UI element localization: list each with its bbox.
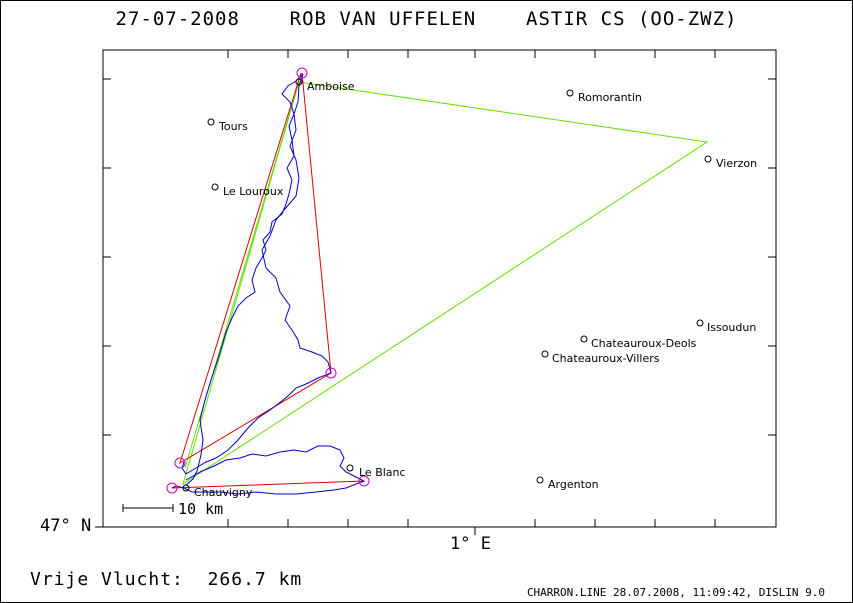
place-marker-le-blanc [346, 464, 354, 472]
glider-type: ASTIR CS (OO-ZWZ) [526, 8, 738, 30]
scale-bar [122, 504, 174, 512]
footer-date: 28.07.2008 [613, 586, 680, 599]
place-label-le-blanc: Le Blanc [359, 466, 406, 479]
place-label-romorantin: Romorantin [578, 91, 642, 104]
place-label-chateauroux-deols: Chateauroux-Deols [591, 337, 697, 350]
turnpoint-marker-east [325, 367, 337, 379]
footer-software: DISLIN 9.0 [758, 586, 825, 599]
place-marker-issoudun [696, 319, 704, 327]
place-marker-chauvigny [182, 484, 190, 492]
place-label-amboise: Amboise [307, 80, 355, 93]
place-marker-vierzon [704, 155, 712, 163]
footer-file: CHARRON.LINE [526, 586, 607, 599]
flight-track-south-return [181, 73, 332, 475]
flight-title: 27-07-2008 ROB VAN UFFELEN ASTIR CS (OO-… [0, 8, 853, 30]
footer-time: 11:09:42 [692, 586, 746, 599]
place-label-tours: Tours [218, 120, 248, 133]
turnpoint-marker-amboise [296, 67, 308, 79]
place-label-le-louroux: Le Louroux [223, 185, 284, 198]
free-flight-label: Vrije Vlucht: [30, 569, 184, 590]
scale-bar-label: 10 km [178, 500, 224, 518]
turnpoint-markers [166, 67, 370, 494]
place-marker-le-louroux [211, 183, 219, 191]
free-flight-triangle [179, 72, 332, 465]
place-label-issoudun: Issoudun [707, 321, 756, 334]
free-flight-distance: 266.7 km [207, 569, 303, 590]
place-marker-chateauroux-deols [580, 335, 588, 343]
flight-date: 27-07-2008 [115, 8, 240, 30]
turnpoint-marker-start [166, 482, 178, 494]
longitude-label: 1° E [450, 534, 491, 554]
place-label-chateauroux-villers: Chateauroux-Villers [552, 352, 660, 365]
turnpoint-marker-le-blanc [358, 475, 370, 487]
place-marker-argenton [536, 476, 544, 484]
map-frame [102, 49, 777, 528]
place-marker-amboise [295, 78, 303, 86]
declared-task-triangle [182, 81, 709, 486]
place-label-argenton: Argenton [548, 478, 599, 491]
place-marker-romorantin [566, 89, 574, 97]
place-label-vierzon: Vierzon [716, 157, 757, 170]
footer-info: CHARRON.LINE 28.07.2008, 11:09:42, DISLI… [526, 586, 825, 599]
place-label-chauvigny: Chauvigny [194, 486, 253, 499]
turnpoint-marker-southwest [174, 457, 186, 469]
place-marker-tours [207, 118, 215, 126]
axis-ticks [95, 50, 776, 535]
pilot-name: ROB VAN UFFELEN [289, 8, 477, 30]
free-flight-summary: Vrije Vlucht: 266.7 km [30, 569, 302, 590]
place-markers [182, 78, 712, 492]
latitude-label: 47° N [40, 516, 92, 536]
place-marker-chateauroux-villers [541, 350, 549, 358]
free-flight-south-leg [171, 480, 365, 489]
flight-track [185, 73, 304, 486]
flight-track-le-blanc-loop [171, 445, 366, 495]
